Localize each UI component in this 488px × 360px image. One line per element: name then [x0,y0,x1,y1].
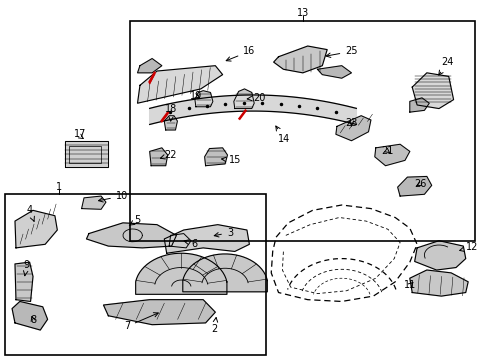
Polygon shape [183,254,267,292]
Polygon shape [164,116,177,130]
Polygon shape [397,176,431,196]
Text: 10: 10 [98,191,128,202]
Polygon shape [317,66,351,78]
Polygon shape [411,73,453,109]
Polygon shape [81,196,106,209]
Polygon shape [86,223,176,248]
Polygon shape [204,148,227,166]
Polygon shape [195,91,212,107]
Polygon shape [103,300,215,325]
Bar [5,194,266,355]
Bar [69,146,101,163]
Text: 21: 21 [381,147,393,157]
Text: 7: 7 [123,313,158,332]
Polygon shape [414,241,465,270]
Text: 20: 20 [246,93,264,103]
Text: 16: 16 [226,46,255,61]
Polygon shape [137,59,162,73]
Text: 14: 14 [275,126,290,144]
Bar [130,21,474,241]
Text: 24: 24 [438,57,453,75]
Polygon shape [409,270,467,296]
Text: 13: 13 [296,8,308,18]
Polygon shape [137,66,222,103]
Text: 2: 2 [211,318,217,334]
Polygon shape [135,253,226,294]
Text: 1: 1 [56,182,61,192]
Text: 22: 22 [160,150,177,160]
Polygon shape [149,95,356,125]
Polygon shape [164,225,249,253]
Text: 6: 6 [183,239,198,249]
Polygon shape [335,116,370,141]
Text: 23: 23 [345,118,357,128]
Polygon shape [15,262,33,301]
Polygon shape [149,148,167,166]
Polygon shape [233,89,254,109]
Text: 5: 5 [129,215,141,225]
Text: 4: 4 [26,205,34,221]
Text: 9: 9 [23,260,30,276]
Polygon shape [374,144,409,166]
Polygon shape [15,210,57,248]
Text: 18: 18 [165,104,177,121]
Text: 11: 11 [403,280,415,291]
Text: 17: 17 [74,129,86,139]
Polygon shape [169,234,191,248]
Text: 8: 8 [30,315,36,325]
Polygon shape [273,46,326,73]
Text: 3: 3 [214,228,232,238]
Text: 25: 25 [325,46,357,58]
Text: 26: 26 [413,179,426,189]
Polygon shape [12,301,47,330]
Text: 19: 19 [189,91,202,101]
Polygon shape [64,141,108,167]
Text: 12: 12 [459,242,477,252]
Text: 15: 15 [221,156,241,165]
Polygon shape [409,98,428,112]
